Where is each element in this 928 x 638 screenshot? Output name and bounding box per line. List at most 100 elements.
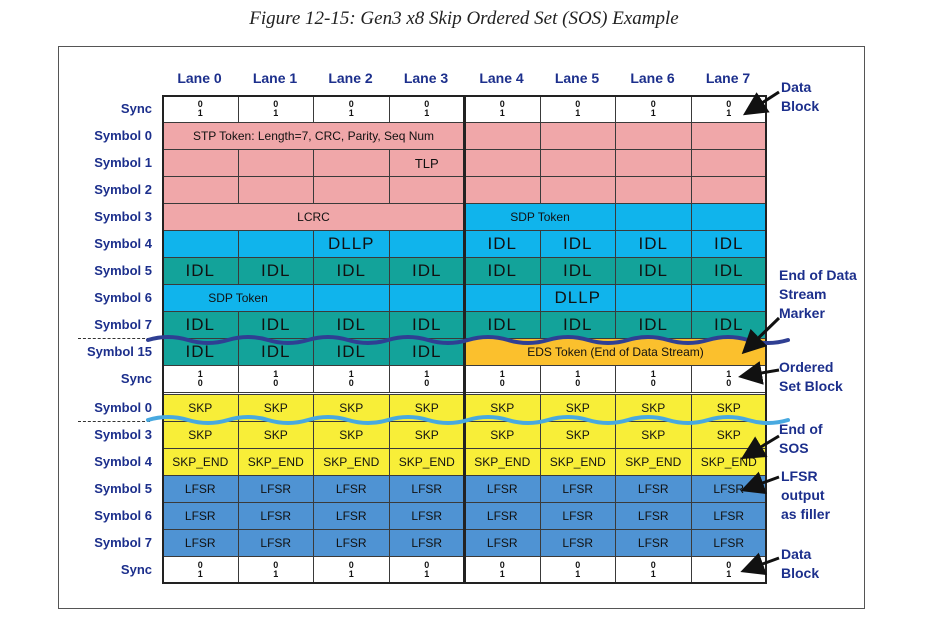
- tlp-cell: [388, 149, 465, 177]
- tlp-cell: [615, 122, 692, 150]
- sync-bit: 0: [650, 378, 656, 388]
- end-of-data-stream-note: End of Data Stream Marker: [779, 267, 857, 321]
- dllp-cell: [615, 284, 692, 312]
- lfsr-cell: LFSR: [313, 529, 390, 557]
- lane-header: Lane 0: [177, 70, 222, 86]
- skp-end-cell: SKP_END: [539, 448, 616, 476]
- sync-bit: 1: [273, 569, 279, 579]
- sdp-token: SDP Token: [464, 203, 616, 231]
- row-label: Sync: [120, 371, 152, 386]
- dllp-label: DLLP: [327, 234, 375, 253]
- lane-header: Lane 3: [403, 70, 449, 86]
- sync-bit: 0: [273, 99, 279, 109]
- idl-cell: IDL: [539, 230, 616, 258]
- lane-header: Lane 5: [554, 70, 600, 86]
- idl-cell: IDL: [690, 230, 767, 258]
- skp-cell: SKP: [313, 421, 390, 449]
- lfsr-cell: LFSR: [539, 475, 616, 503]
- tlp-cell: [162, 149, 239, 177]
- sync-bit: 0: [499, 378, 505, 388]
- sync-bit: 1: [499, 108, 505, 118]
- tlp-cell: [539, 176, 616, 204]
- row-label: Symbol 4: [94, 236, 152, 251]
- row-label: Symbol 6: [94, 290, 152, 305]
- lfsr-cell: LFSR: [615, 502, 692, 530]
- row-label: Symbol 15: [86, 344, 152, 359]
- sync-bit: 1: [499, 369, 505, 379]
- row-label: Symbol 7: [94, 535, 152, 550]
- sync-bit: 1: [197, 108, 203, 118]
- sync-bit: 1: [575, 369, 581, 379]
- sync-bit: 0: [726, 378, 732, 388]
- idl-cell: IDL: [615, 230, 692, 258]
- lane-header: Lane 1: [252, 70, 298, 86]
- sync-bit: 1: [348, 569, 354, 579]
- tlp-cell: [690, 176, 767, 204]
- dllp-cell: [237, 230, 314, 258]
- tlp-cell: [539, 122, 616, 150]
- lfsr-cell: LFSR: [690, 529, 767, 557]
- lfsr-cell: LFSR: [388, 529, 465, 557]
- sync-bit: 1: [424, 569, 430, 579]
- dllp-cell: [690, 284, 767, 312]
- tlp-cell: [539, 149, 616, 177]
- sync-bit: 0: [348, 560, 354, 570]
- lfsr-cell: LFSR: [690, 475, 767, 503]
- sync-bit: 0: [424, 99, 430, 109]
- sync-bit: 0: [499, 560, 505, 570]
- skp-end-cell: SKP_END: [237, 448, 314, 476]
- lfsr-cell: LFSR: [237, 502, 314, 530]
- sync-bit: 0: [348, 378, 354, 388]
- skip-wave-upper: [146, 335, 790, 345]
- sync-bit: 0: [197, 378, 203, 388]
- row-label: Symbol 1: [94, 155, 152, 170]
- lfsr-cell: LFSR: [464, 502, 541, 530]
- row-label: Symbol 2: [94, 182, 152, 197]
- lane-header: Lane 2: [328, 70, 373, 86]
- idl-cell: IDL: [464, 230, 541, 258]
- sync-bit: 0: [726, 560, 732, 570]
- skip-separator: [78, 421, 150, 422]
- row-label: Symbol 5: [94, 481, 152, 496]
- idl-cell: IDL: [313, 257, 390, 285]
- skp-cell: SKP: [539, 421, 616, 449]
- skp-end-cell: SKP_END: [388, 448, 465, 476]
- sync-bit: 1: [650, 569, 656, 579]
- sync-bit: 1: [726, 369, 732, 379]
- data-block-note: Data Block: [781, 546, 820, 581]
- sync-bit: 1: [650, 108, 656, 118]
- sync-bit: 0: [197, 99, 203, 109]
- sync-bit: 0: [424, 560, 430, 570]
- sync-bit: 0: [424, 378, 430, 388]
- lfsr-filler-note: LFSR output as filler: [781, 468, 831, 522]
- row-label: Symbol 0: [94, 400, 152, 415]
- sync-bit: 1: [348, 108, 354, 118]
- annotation-arrow: [740, 471, 780, 495]
- sync-bit: 1: [273, 108, 279, 118]
- annotation-arrow: [741, 316, 781, 355]
- sync-bit: 1: [575, 108, 581, 118]
- row-label: Sync: [120, 101, 152, 116]
- idl-cell: IDL: [690, 311, 767, 339]
- row-label: Symbol 3: [94, 427, 152, 442]
- sync-bit: 1: [575, 569, 581, 579]
- sync-bit: 0: [650, 99, 656, 109]
- dllp-label: DLLP: [554, 288, 602, 307]
- sync-bit: 0: [273, 560, 279, 570]
- annotation-arrow: [742, 90, 780, 116]
- sync-bit: 0: [650, 560, 656, 570]
- sync-bit: 0: [273, 378, 279, 388]
- row-label: Symbol 6: [94, 508, 152, 523]
- idl-cell: IDL: [388, 257, 465, 285]
- sync-bit: 1: [726, 569, 732, 579]
- lfsr-cell: LFSR: [162, 529, 239, 557]
- lane-header: Lane 7: [705, 70, 751, 86]
- tlp-cell: [615, 176, 692, 204]
- sync-bit: 1: [424, 108, 430, 118]
